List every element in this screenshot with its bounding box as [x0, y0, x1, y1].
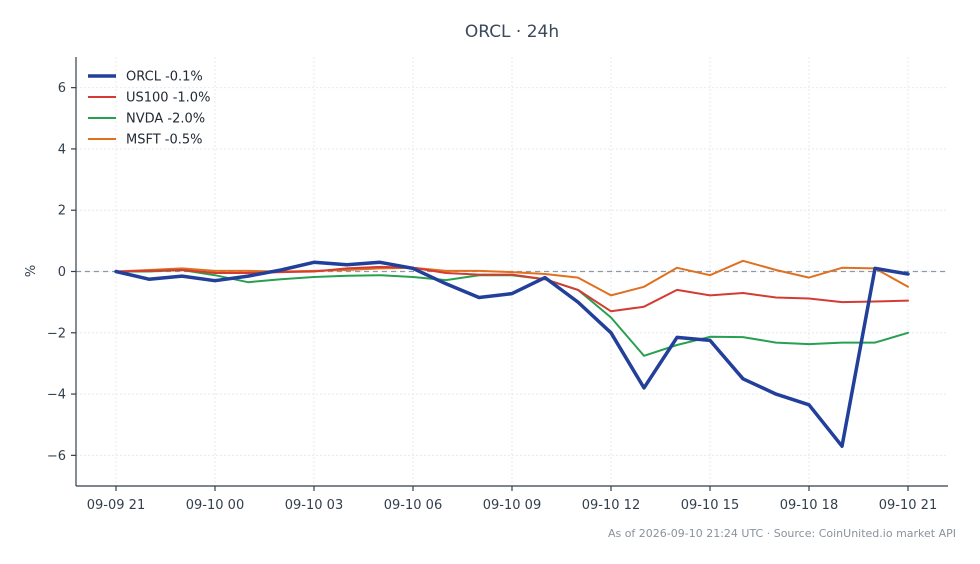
x-tick-label: 09-10 21	[879, 498, 937, 513]
source-footer: As of 2026-09-10 21:24 UTC · Source: Coi…	[608, 527, 956, 540]
legend-entry: ORCL -0.1%	[126, 70, 203, 85]
x-tick-label: 09-10 03	[285, 498, 343, 513]
x-tick-label: 09-10 09	[483, 498, 541, 513]
y-tick-label: 4	[58, 142, 66, 157]
x-tick-label: 09-10 18	[780, 498, 838, 513]
series-lines	[114, 259, 910, 448]
legend: ORCL -0.1% US100 -1.0% NVDA -2.0% MSFT -0.5…	[88, 70, 210, 148]
legend-entry: NVDA -2.0%	[126, 112, 205, 127]
y-tick-label: −2	[47, 326, 66, 341]
x-tick-label: 09-10 06	[384, 498, 442, 513]
y-tick-label: −6	[47, 449, 66, 464]
tick-labels: 09-09 21 09-10 00 09-10 03 09-10 06 09-10 09…	[47, 81, 937, 513]
legend-entry: US100 -1.0%	[126, 91, 210, 106]
x-tick-label: 09-10 15	[681, 498, 739, 513]
series-line	[114, 260, 910, 448]
series-line	[115, 265, 909, 313]
x-tick-label: 09-10 00	[186, 498, 244, 513]
chart-title: ORCL · 24h	[465, 22, 559, 42]
y-tick-label: 0	[58, 265, 66, 280]
y-tick-label: 2	[58, 204, 66, 219]
y-tick-label: −4	[47, 388, 66, 403]
y-tick-label: 6	[58, 81, 66, 96]
legend-entry: MSFT -0.5%	[126, 133, 203, 148]
y-axis-label: %	[24, 265, 39, 277]
series-line	[115, 259, 909, 297]
x-tick-label: 09-10 12	[582, 498, 640, 513]
x-tick-label: 09-09 21	[87, 498, 145, 513]
